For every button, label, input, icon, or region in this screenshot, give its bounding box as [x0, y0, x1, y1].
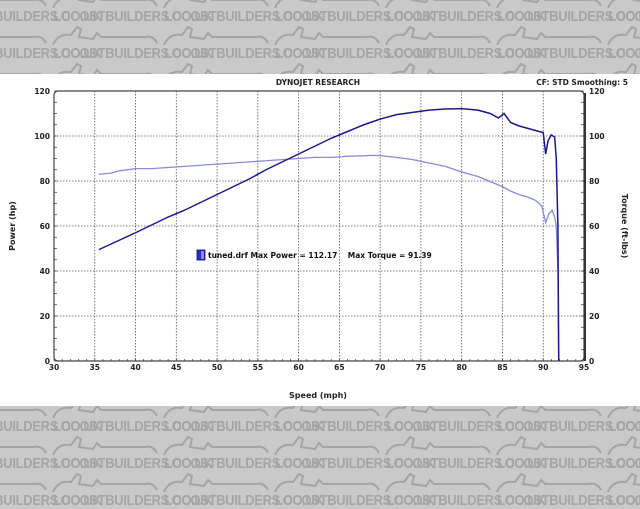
- chart-title: DYNOJET RESEARCH: [276, 78, 360, 87]
- svg-text:0: 0: [45, 357, 50, 366]
- watermark-text: LOCOSTBUILDERS.CO.UK: [275, 45, 435, 62]
- watermark-text: LOCOSTBUILDERS.CO.UK: [53, 45, 213, 62]
- y-axis-label: Power (hp): [8, 201, 17, 251]
- watermark-text: LOCOSTBUILDERS.CO.UK: [0, 45, 102, 62]
- watermark-text: LOCOSTBUILDERS.CO.UK: [386, 492, 546, 509]
- watermark-text: LOCOSTBUILDERS.CO.UK: [53, 492, 213, 509]
- watermark-text: LOCOSTBUILDERS.CO.UK: [386, 455, 546, 472]
- y2-tick-labels: 0 20 40 60 80 100 120: [589, 87, 605, 366]
- svg-text:40: 40: [130, 363, 140, 372]
- watermark-text: LOCOSTBUILDERS.CO.UK: [275, 455, 435, 472]
- watermark-text-row: LOCOSTBUILDERS.CO.UKLOCOSTBUILDERS.CO.UK…: [0, 492, 640, 509]
- axis-ticks: [53, 90, 586, 362]
- watermark-text: LOCOSTBUILDERS.CO.UK: [608, 492, 640, 509]
- svg-text:60: 60: [293, 363, 303, 372]
- svg-text:40: 40: [589, 267, 599, 276]
- svg-text:95: 95: [579, 363, 589, 372]
- svg-text:30: 30: [49, 363, 59, 372]
- svg-text:75: 75: [416, 363, 426, 372]
- watermark-text: LOCOSTBUILDERS.CO.UK: [386, 418, 546, 435]
- svg-text:60: 60: [40, 222, 50, 231]
- watermark-text: LOCOSTBUILDERS.CO.UK: [164, 418, 324, 435]
- watermark-text-row: LOCOSTBUILDERS.CO.UKLOCOSTBUILDERS.CO.UK…: [0, 8, 640, 25]
- watermark-text: LOCOSTBUILDERS.CO.UK: [608, 418, 640, 435]
- watermark-text: LOCOSTBUILDERS.CO.UK: [53, 455, 213, 472]
- legend: tuned.drf Max Power = 112.17 Max Torque …: [196, 249, 432, 261]
- svg-text:100: 100: [34, 132, 50, 141]
- svg-text:100: 100: [589, 132, 605, 141]
- watermark-text-row: LOCOSTBUILDERS.CO.UKLOCOSTBUILDERS.CO.UK…: [0, 45, 640, 62]
- watermark-text: LOCOSTBUILDERS.CO.UK: [608, 455, 640, 472]
- watermark-text: LOCOSTBUILDERS.CO.UK: [497, 45, 640, 62]
- watermark-text: LOCOSTBUILDERS.CO.UK: [53, 8, 213, 25]
- watermark-text-row: LOCOSTBUILDERS.CO.UKLOCOSTBUILDERS.CO.UK…: [0, 455, 640, 472]
- svg-text:80: 80: [456, 363, 466, 372]
- x-tick-labels: 30 35 40 45 50 55 60 65 70 75 80 85 90 95: [49, 363, 589, 372]
- svg-text:90: 90: [538, 363, 548, 372]
- svg-text:20: 20: [589, 312, 599, 321]
- watermark-text: LOCOSTBUILDERS.CO.UK: [0, 418, 102, 435]
- watermark-car-icon: [0, 435, 640, 455]
- chart-canvas: DYNOJET RESEARCH CF: STD Smoothing: 5 30…: [8, 78, 629, 400]
- watermark-text: LOCOSTBUILDERS.CO.UK: [386, 8, 546, 25]
- watermark-text: LOCOSTBUILDERS.CO.UK: [275, 8, 435, 25]
- grid-lines: [54, 91, 584, 361]
- watermark-text: LOCOSTBUILDERS.CO.UK: [164, 492, 324, 509]
- watermark-car-icon: [0, 0, 640, 8]
- watermark-text: LOCOSTBUILDERS.CO.UK: [275, 492, 435, 509]
- watermark-text: LOCOSTBUILDERS.CO.UK: [0, 492, 102, 509]
- watermark-text: LOCOSTBUILDERS.CO.UK: [0, 8, 102, 25]
- svg-text:55: 55: [253, 363, 263, 372]
- x-axis-label: Speed (mph): [289, 391, 347, 400]
- watermark-text: LOCOSTBUILDERS.CO.UK: [497, 418, 640, 435]
- watermark-text: LOCOSTBUILDERS.CO.UK: [275, 418, 435, 435]
- watermark-text: LOCOSTBUILDERS.CO.UK: [497, 455, 640, 472]
- watermark-text: LOCOSTBUILDERS.CO.UK: [608, 8, 640, 25]
- y-tick-labels: 0 20 40 60 80 100 120: [34, 87, 50, 366]
- svg-text:120: 120: [34, 87, 50, 96]
- watermark-text: LOCOSTBUILDERS.CO.UK: [497, 8, 640, 25]
- dyno-chart: DYNOJET RESEARCH CF: STD Smoothing: 5 30…: [0, 74, 640, 406]
- svg-text:45: 45: [171, 363, 181, 372]
- legend-swatch-highlight: [201, 251, 204, 259]
- watermark-text: LOCOSTBUILDERS.CO.UK: [53, 418, 213, 435]
- power-curve: [98, 107, 560, 362]
- watermark-car-icon: [0, 472, 640, 492]
- chart-info: CF: STD Smoothing: 5: [536, 78, 628, 87]
- svg-text:120: 120: [589, 87, 605, 96]
- svg-text:60: 60: [589, 222, 599, 231]
- watermark-text: LOCOSTBUILDERS.CO.UK: [497, 492, 640, 509]
- svg-text:70: 70: [375, 363, 385, 372]
- watermark-text: LOCOSTBUILDERS.CO.UK: [608, 45, 640, 62]
- watermark-text: LOCOSTBUILDERS.CO.UK: [0, 455, 102, 472]
- legend-label: tuned.drf Max Power = 112.17 Max Torque …: [208, 251, 432, 260]
- torque-curve: [98, 154, 560, 362]
- svg-text:50: 50: [212, 363, 222, 372]
- watermark-text: LOCOSTBUILDERS.CO.UK: [386, 45, 546, 62]
- watermark-text: LOCOSTBUILDERS.CO.UK: [164, 455, 324, 472]
- svg-text:80: 80: [40, 177, 50, 186]
- svg-text:0: 0: [589, 357, 594, 366]
- watermark-text: LOCOSTBUILDERS.CO.UK: [164, 45, 324, 62]
- svg-text:65: 65: [334, 363, 344, 372]
- svg-text:40: 40: [40, 267, 50, 276]
- svg-text:85: 85: [497, 363, 507, 372]
- svg-text:35: 35: [90, 363, 100, 372]
- y2-axis-label: Torque (ft-lbs): [620, 194, 629, 259]
- watermark-text-row: LOCOSTBUILDERS.CO.UKLOCOSTBUILDERS.CO.UK…: [0, 418, 640, 435]
- watermark-text: LOCOSTBUILDERS.CO.UK: [164, 8, 324, 25]
- watermark-car-icon: [0, 25, 640, 45]
- watermark-car-icon: [0, 398, 640, 418]
- svg-text:80: 80: [589, 177, 599, 186]
- svg-text:20: 20: [40, 312, 50, 321]
